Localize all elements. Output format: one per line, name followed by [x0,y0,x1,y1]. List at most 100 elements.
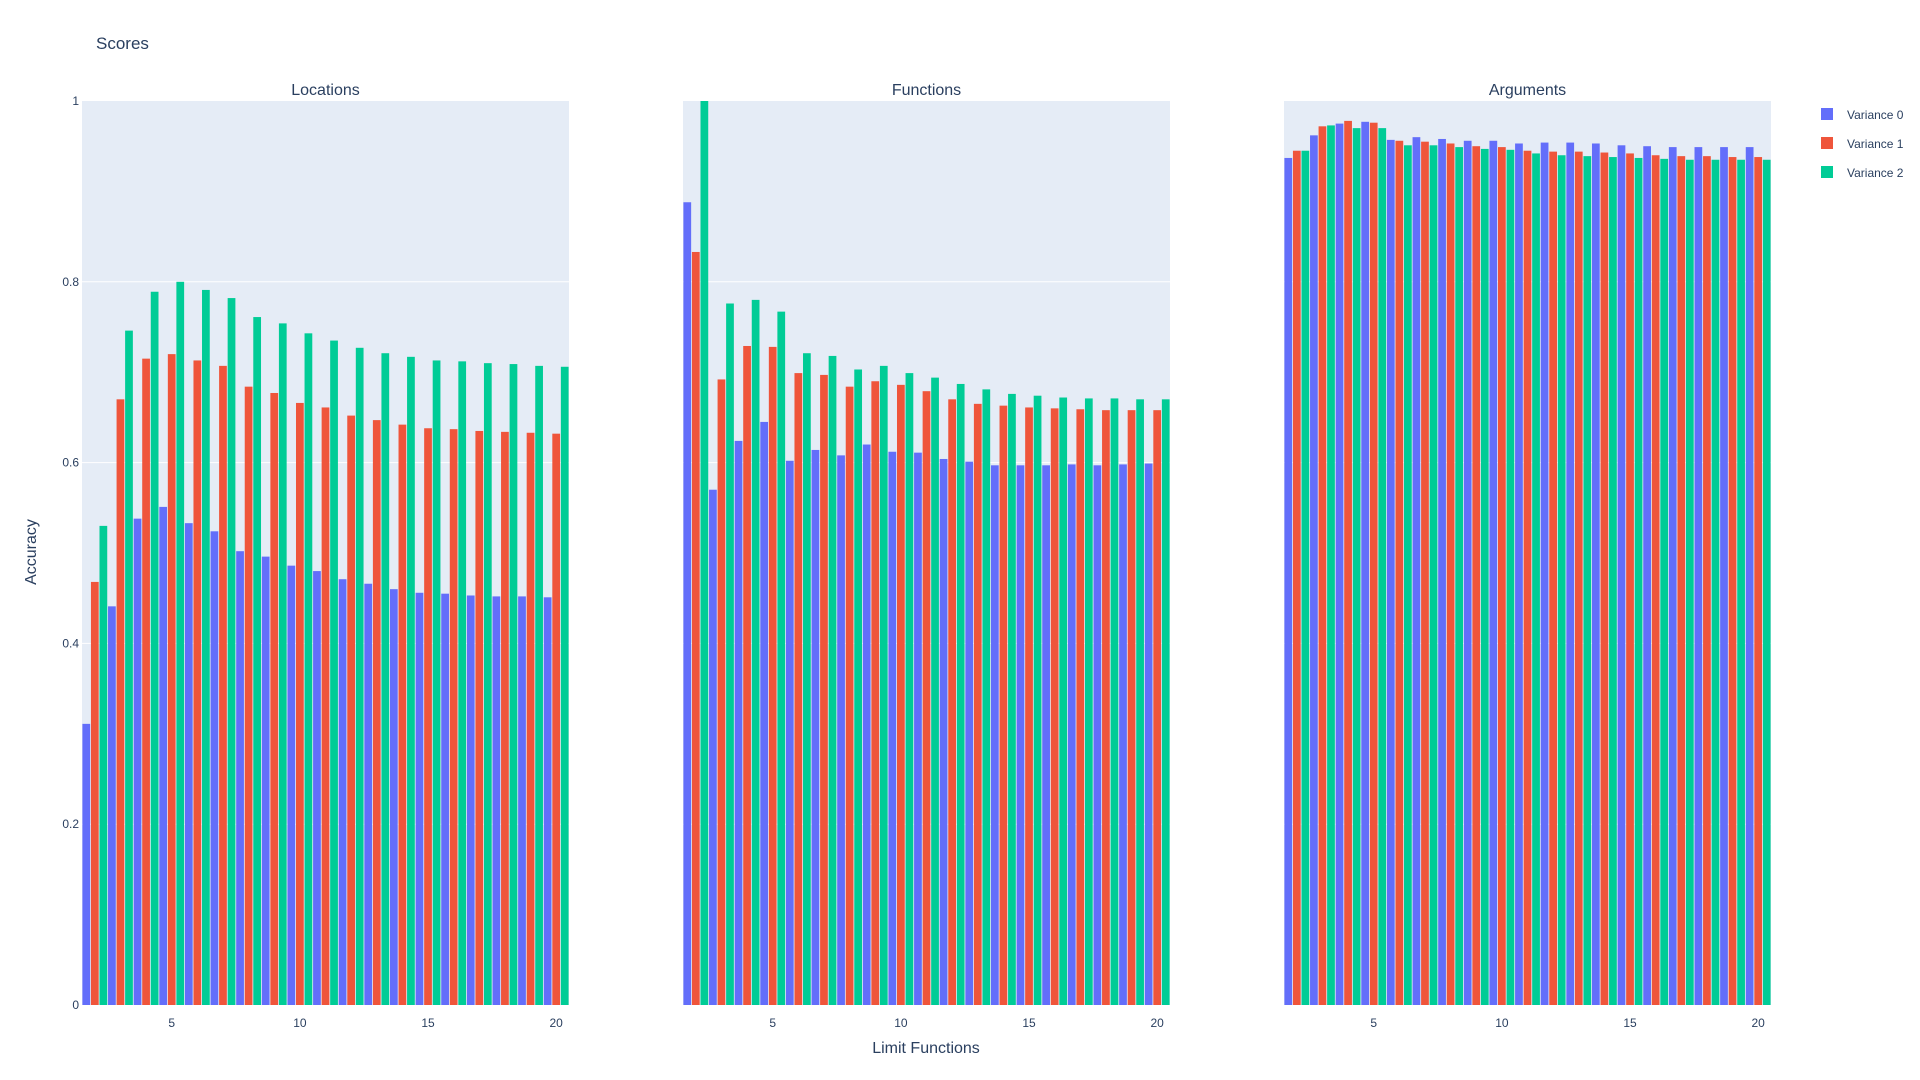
bar-variance-2[interactable] [1301,150,1310,1006]
bar-variance-1[interactable] [1127,410,1136,1006]
bar-variance-0[interactable] [159,506,168,1005]
bar-variance-2[interactable] [931,377,939,1005]
bar-variance-2[interactable] [304,333,313,1005]
bar-variance-0[interactable] [1566,142,1575,1006]
bar-variance-0[interactable] [184,523,193,1005]
bar-variance-1[interactable] [1292,150,1301,1006]
bar-variance-2[interactable] [1711,159,1720,1005]
bar-variance-2[interactable] [803,353,811,1005]
bar-variance-1[interactable] [948,399,957,1005]
bar-variance-2[interactable] [982,389,991,1006]
bar-variance-2[interactable] [253,317,262,1005]
bar-variance-0[interactable] [1042,465,1050,1005]
bar-variance-0[interactable] [837,455,845,1005]
bar-variance-2[interactable] [509,364,518,1006]
bar-variance-1[interactable] [116,399,125,1005]
bar-variance-1[interactable] [449,429,458,1006]
bar-variance-2[interactable] [407,356,415,1005]
bar-variance-2[interactable] [700,101,709,1005]
bar-variance-2[interactable] [176,281,185,1005]
bar-variance-1[interactable] [295,402,304,1005]
bar-variance-1[interactable] [1395,140,1404,1005]
bar-variance-0[interactable] [939,458,948,1005]
bar-variance-1[interactable] [768,346,777,1005]
bar-variance-0[interactable] [466,595,475,1005]
legend-item-variance-2[interactable]: Variance 2 [1821,166,1904,180]
bar-variance-2[interactable] [1327,125,1335,1005]
bar-variance-2[interactable] [777,311,786,1006]
bar-variance-0[interactable] [785,460,794,1005]
bar-variance-0[interactable] [1617,145,1626,1005]
bar-variance-1[interactable] [1728,157,1737,1006]
bar-variance-1[interactable] [501,431,509,1005]
bar-variance-0[interactable] [82,723,91,1005]
bar-variance-1[interactable] [270,392,279,1005]
bar-variance-0[interactable] [210,531,219,1005]
bar-variance-1[interactable] [1626,153,1634,1005]
bar-variance-2[interactable] [1737,159,1745,1005]
bar-variance-0[interactable] [1515,143,1523,1005]
bar-variance-1[interactable] [1677,156,1686,1006]
legend-item-variance-0[interactable]: Variance 0 [1821,108,1904,122]
bar-variance-1[interactable] [424,428,432,1005]
bar-variance-0[interactable] [862,444,871,1005]
bar-variance-1[interactable] [1497,147,1506,1005]
bar-variance-0[interactable] [1540,142,1549,1006]
bar-variance-2[interactable] [560,366,569,1005]
bar-variance-1[interactable] [1703,156,1711,1006]
bar-variance-0[interactable] [108,606,116,1005]
bar-variance-2[interactable] [1609,157,1617,1006]
bar-variance-2[interactable] [1660,158,1669,1005]
bar-variance-1[interactable] [1549,151,1558,1005]
bar-variance-1[interactable] [398,424,407,1006]
bar-variance-1[interactable] [475,430,484,1006]
bar-variance-2[interactable] [125,330,133,1006]
bar-variance-0[interactable] [888,451,897,1005]
bar-variance-0[interactable] [1489,140,1498,1005]
bar-variance-2[interactable] [1136,399,1144,1005]
bar-variance-1[interactable] [820,374,828,1005]
bar-variance-2[interactable] [1455,147,1464,1005]
bar-variance-0[interactable] [1335,123,1344,1006]
bar-variance-0[interactable] [990,465,999,1005]
bar-variance-2[interactable] [1685,159,1694,1005]
bar-variance-1[interactable] [1472,146,1481,1005]
bar-variance-0[interactable] [1361,121,1370,1006]
bar-variance-0[interactable] [1438,138,1446,1005]
bar-variance-2[interactable] [1557,155,1566,1006]
bar-variance-1[interactable] [1153,410,1162,1006]
bar-variance-2[interactable] [1084,398,1093,1005]
bar-variance-1[interactable] [794,373,803,1005]
legend[interactable]: Variance 0 Variance 1 Variance 2 [1821,108,1904,180]
bar-variance-0[interactable] [1463,140,1472,1005]
bar-variance-0[interactable] [1720,147,1728,1005]
bar-variance-0[interactable] [1386,139,1395,1005]
bar-variance-2[interactable] [879,365,888,1005]
bar-variance-0[interactable] [492,596,501,1005]
bar-variance-2[interactable] [1480,148,1489,1006]
bar-variance-2[interactable] [355,347,364,1005]
bar-variance-0[interactable] [364,583,373,1005]
bar-variance-2[interactable] [150,291,159,1005]
bar-variance-0[interactable] [1284,157,1293,1005]
bar-variance-0[interactable] [133,518,142,1005]
bar-variance-0[interactable] [965,461,974,1005]
bar-variance-2[interactable] [828,355,837,1006]
bar-variance-2[interactable] [458,361,467,1005]
bar-variance-1[interactable] [372,420,381,1005]
bar-variance-0[interactable] [338,579,347,1005]
bar-variance-1[interactable] [167,354,176,1005]
bar-variance-2[interactable] [1352,128,1361,1005]
bar-variance-0[interactable] [236,551,244,1005]
bar-variance-0[interactable] [1591,143,1600,1005]
bar-variance-1[interactable] [1076,409,1085,1005]
bar-variance-1[interactable] [1050,408,1059,1005]
bar-variance-0[interactable] [914,452,922,1005]
bar-variance-2[interactable] [905,373,914,1005]
bar-variance-2[interactable] [854,369,863,1005]
bar-variance-0[interactable] [1310,135,1318,1006]
bar-variance-2[interactable] [1059,397,1068,1006]
bar-variance-1[interactable] [717,379,726,1005]
bar-variance-0[interactable] [1144,463,1153,1005]
bar-variance-2[interactable] [1429,145,1438,1005]
